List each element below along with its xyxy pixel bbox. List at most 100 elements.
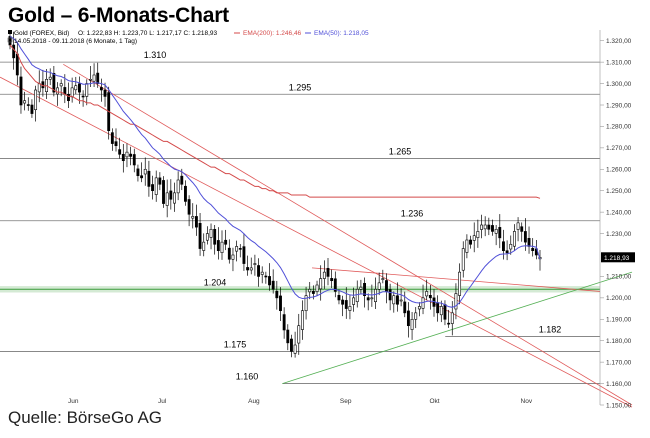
candle-body [268,276,271,286]
level-label: 1.265 [389,147,412,157]
candle-body [140,175,144,179]
candle-body [355,288,359,303]
candle-body [330,278,334,282]
candle-body [491,225,494,232]
candle-body [385,280,388,292]
candle-body [154,177,158,195]
candle-body [191,216,195,219]
candle-body [19,76,23,106]
candle-body [103,89,107,97]
candle-body [388,289,392,301]
legend-ema200: EMA(200): 1.246,46 [243,30,302,37]
y-tick-label: 1.320,00 [606,38,632,45]
y-tick-label: 1.280,00 [606,124,632,131]
candle-body [78,83,81,93]
candle-body [297,325,301,344]
candle-body [162,180,165,204]
level-label: 1.160 [236,372,259,382]
y-tick-label: 1.160,00 [606,381,632,388]
candle-body [92,74,96,82]
candle-body [381,278,385,280]
candle-body [125,151,129,158]
candle-body [439,306,443,316]
candle-body [370,297,374,300]
candle-body [425,291,429,297]
candle-body [264,275,268,278]
candle-body [26,104,30,106]
candle-body [300,310,304,330]
candle-body [363,282,366,297]
candle-body [454,293,458,310]
y-tick-label: 1.210,00 [606,274,632,281]
candle-body [202,241,206,251]
candle-body [308,288,312,293]
source-credit: Quelle: BörseGo AG [8,408,163,427]
candle-body [213,228,217,245]
candle-body [48,76,52,80]
legend-period-icon [7,37,13,43]
candle-body [410,318,414,330]
candle-body [88,78,92,81]
candle-body [527,237,531,247]
candle-body [96,72,100,84]
level-label: 1.175 [224,339,247,349]
candle-body [67,93,70,102]
x-tick-label: Sep [340,398,352,405]
candle-body [293,344,297,354]
downtrend-line [63,63,633,406]
uptrend-line [282,271,633,384]
candle-body [231,254,235,260]
candle-body [406,310,410,327]
candle-body [246,267,250,271]
candle-body [286,329,290,344]
candle-body [198,222,202,249]
candle-body [271,280,275,290]
candle-body [158,177,162,185]
x-tick-label: Aug [248,398,260,405]
candle-body [476,231,480,238]
candle-body [461,248,465,271]
candle-body [12,44,16,59]
x-tick-label: Jun [68,398,79,405]
candle-body [85,83,89,97]
candle-body [56,87,59,95]
y-tick-label: 1.310,00 [606,59,632,66]
legend-ema50: EMA(50): 1.218,05 [314,30,369,37]
candle-body [352,297,356,305]
candle-body [348,306,352,311]
candle-body [70,87,74,98]
candle-body [333,278,337,292]
x-tick-label: Nov [521,398,533,405]
candle-body [374,288,377,303]
candle-body [520,226,524,232]
candle-body [180,175,184,185]
level-label: 1.204 [204,277,227,287]
candle-body [322,271,326,279]
candle-body [257,265,260,277]
candle-body [37,83,41,93]
candle-body [290,338,293,352]
y-tick-label: 1.290,00 [606,102,632,109]
last-price-tag [601,252,635,263]
legend-range: 14.05.2018 - 09.11.2018 (6 Monate, 1 Tag… [14,38,137,45]
candle-body [505,250,509,254]
candle-body [443,304,447,320]
candle-body [30,104,34,114]
candle-body [359,286,363,290]
candle-body [209,228,213,238]
candle-body [220,241,224,253]
level-label: 1.236 [401,209,424,219]
ema200-line [9,44,541,199]
candle-body [469,239,472,245]
candle-body [377,282,381,290]
last-price-label: 1.218,93 [604,255,630,262]
y-tick-label: 1.200,00 [606,295,632,302]
candle-body [337,294,341,301]
candle-body [465,239,469,253]
candle-body [59,83,63,87]
candle-body [344,300,348,309]
y-tick-label: 1.250,00 [606,188,632,195]
candle-body [194,216,198,228]
candle-body [403,301,407,314]
